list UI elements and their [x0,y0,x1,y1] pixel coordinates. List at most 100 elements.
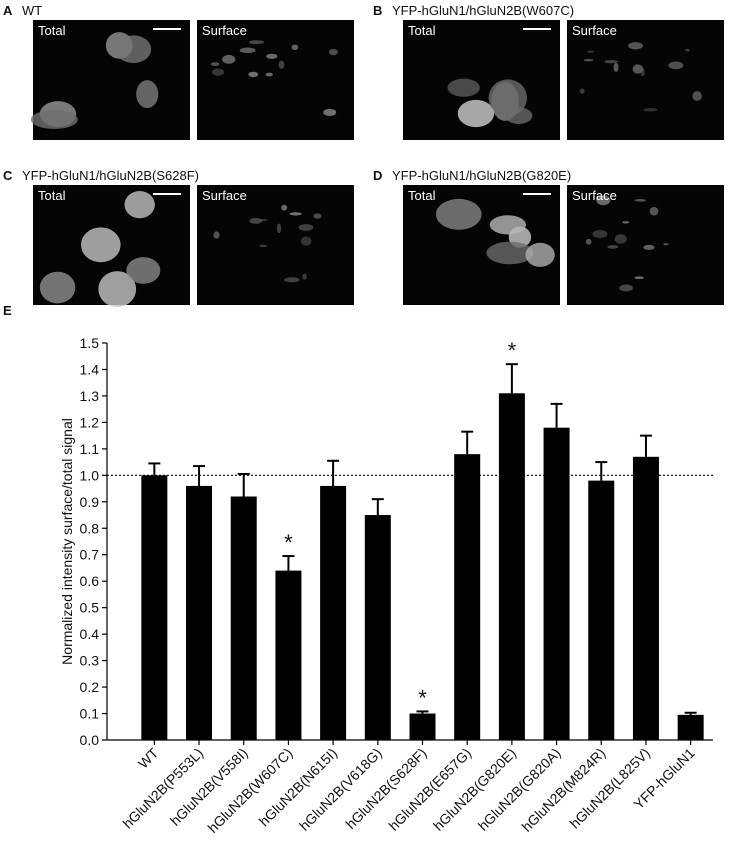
cell [302,273,307,280]
cell [313,213,322,219]
image-label: Surface [572,188,617,203]
micrograph [197,185,354,305]
bar [677,714,704,740]
bar [454,454,481,740]
y-tick-label: 0.3 [80,653,100,669]
micrograph [567,185,724,305]
panel-title: YFP-hGluN1/hGluN2B(S628F) [22,168,199,183]
cell [668,61,684,70]
cell [124,191,155,219]
x-tick-label: hGluN2B(V618G) [296,745,385,834]
cell [634,198,646,202]
y-tick-label: 0.0 [80,732,100,748]
cell [291,44,299,51]
cell [248,40,265,45]
cell [115,35,152,64]
cell [634,276,644,280]
panel-label: E [3,303,12,318]
cell [266,53,278,59]
cell [643,108,658,112]
bar [364,515,391,740]
y-tick-label: 0.9 [80,494,100,510]
cell [30,110,78,129]
x-tick-label: hGluN2B(P553L) [119,745,206,832]
panel-title: YFP-hGluN1/hGluN2B(W607C) [392,3,574,18]
panel-title: WT [22,3,42,18]
annotation: * [508,338,517,363]
cell [592,229,608,239]
cell [98,271,137,308]
image-label: Surface [572,23,617,38]
cell [632,64,644,74]
cell [80,227,121,263]
x-tick-label: hGluN2B(E657G) [385,745,474,834]
y-tick-label: 0.1 [80,706,100,722]
x-tick-label: hGluN2B(M824R) [518,745,608,835]
cell [284,277,300,283]
cell [489,215,527,235]
x-tick-label: hGluN2B(W607C) [204,745,295,836]
cell [328,48,338,56]
cell [276,223,282,234]
cell [457,99,495,128]
x-tick-label: hGluN2B(N615I) [256,745,340,829]
y-tick-label: 1.5 [80,335,100,351]
bar [186,485,213,740]
bar [230,496,257,740]
bar [632,456,659,740]
y-tick-label: 1.3 [80,388,100,404]
bar [543,427,570,740]
cell [126,257,161,284]
cell [210,62,220,66]
annotation: * [418,685,427,710]
cell [298,224,314,231]
cell [614,234,627,244]
micrograph [197,20,354,140]
cell [239,47,256,54]
cell [211,68,225,76]
bar [275,570,302,740]
cell [579,88,585,94]
cell [249,217,263,224]
y-tick-label: 0.8 [80,520,100,536]
cell [278,60,285,69]
bar [498,393,525,740]
cell [525,242,555,267]
cell [435,198,482,230]
cell [289,212,302,216]
cell [259,244,268,248]
annotation: * [284,530,293,555]
bar [320,485,347,740]
cell [585,238,592,245]
cell [643,244,655,250]
bar [588,480,615,740]
image-label: Total [38,23,66,38]
bar [409,713,436,740]
image-label: Total [408,23,436,38]
panel-label: A [3,3,13,18]
x-tick-label: hGluN2B(V558I) [167,745,251,829]
panel-label: C [3,168,13,183]
image-label: Total [38,188,66,203]
x-tick-label: hGluN2B(L825V) [566,745,653,832]
cell [613,62,619,72]
x-tick-label: WT [135,744,162,771]
cell [488,79,528,117]
y-tick-label: 0.4 [80,626,100,642]
cell [628,42,643,50]
cell [136,80,159,109]
cell [447,78,480,97]
panel-label: D [373,168,382,183]
image-label: Surface [202,188,247,203]
image-label: Surface [202,23,247,38]
y-tick-label: 0.2 [80,679,100,695]
cell [596,195,611,206]
cell [248,71,259,78]
micrograph [567,20,724,140]
cell [692,91,702,101]
cell [323,108,337,116]
x-tick-label: hGluN2B(S628F) [342,745,429,832]
image-label: Total [408,188,436,203]
